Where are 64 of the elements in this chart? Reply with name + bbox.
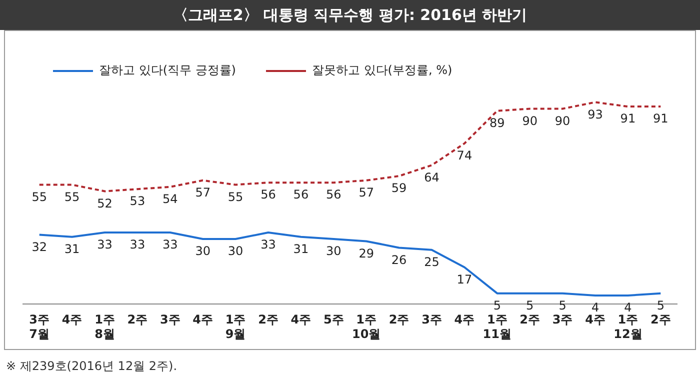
- data-label: 55: [64, 190, 80, 204]
- data-label: 31: [64, 242, 80, 256]
- data-label: 33: [162, 238, 178, 252]
- data-label: 30: [326, 244, 342, 258]
- data-label: 29: [358, 246, 374, 260]
- data-label: 90: [554, 114, 570, 128]
- data-label: 31: [293, 242, 309, 256]
- x-tick-label: 2주: [650, 312, 671, 327]
- data-label: 89: [490, 116, 505, 130]
- x-tick-label: 2주: [127, 312, 148, 327]
- x-tick-label: 2주: [258, 312, 278, 327]
- chart-title: 〈그래프2〉 대통령 직무수행 평가: 2016년 하반기: [0, 0, 700, 30]
- x-tick-label: 1주 12월: [614, 312, 642, 341]
- x-tick-label: 3주: [160, 312, 180, 327]
- data-label: 91: [620, 112, 636, 126]
- data-label: 57: [195, 186, 210, 200]
- data-label: 74: [456, 148, 472, 163]
- x-tick-label: 4주: [62, 312, 82, 327]
- x-tick-label: 4주: [192, 312, 214, 327]
- text: ※ 제239호(2016년 12월 2주).: [5, 358, 178, 375]
- data-label: 30: [195, 244, 210, 258]
- data-label: 5: [493, 298, 501, 312]
- data-label: 30: [228, 244, 244, 258]
- legend-label: 잘못하고 있다(부정률, %): [312, 63, 452, 78]
- data-label: 55: [228, 190, 244, 204]
- x-tick-label: 4주: [585, 312, 606, 327]
- data-label: 55: [32, 190, 47, 204]
- data-label: 26: [391, 252, 407, 267]
- data-label: 56: [260, 188, 276, 202]
- data-label: 91: [653, 112, 668, 126]
- data-label: 33: [130, 238, 146, 252]
- data-label: 5: [656, 298, 664, 312]
- data-label: 5: [558, 298, 566, 312]
- x-tick-label: 3주: [422, 312, 442, 327]
- data-label: 53: [130, 194, 146, 208]
- data-label: 56: [293, 188, 309, 202]
- data-label: 4: [624, 300, 632, 315]
- x-tick-label: 1주 8월: [94, 312, 115, 341]
- legend-label: 잘하고 있다(직무 긍정률): [99, 63, 236, 78]
- data-label: 93: [588, 107, 603, 122]
- x-tick-label: 1주 11월: [482, 312, 512, 341]
- data-label: 33: [260, 238, 276, 252]
- data-label: 4: [591, 300, 600, 315]
- data-label: 33: [97, 238, 112, 252]
- data-label: 57: [358, 186, 374, 200]
- x-tick-label: 4주: [290, 312, 312, 327]
- x-tick-label: 3주: [552, 312, 573, 327]
- data-label: 5: [526, 298, 534, 312]
- x-tick-label: 2주: [520, 312, 540, 327]
- data-label: 52: [97, 196, 112, 210]
- x-tick-label: 5주: [323, 312, 344, 327]
- x-tick-label: 3주 7월: [29, 312, 50, 341]
- data-label: 17: [456, 272, 472, 286]
- data-label: 25: [424, 255, 440, 270]
- data-label: 59: [391, 181, 407, 196]
- x-tick-label: 1주 10월: [352, 312, 381, 341]
- x-tick-label: 2주: [388, 312, 410, 327]
- x-tick-label: 4주: [454, 312, 475, 327]
- data-label: 32: [32, 240, 47, 254]
- x-tick-label: 1주 9월: [225, 312, 246, 341]
- data-label: 90: [522, 114, 538, 128]
- data-label: 64: [424, 170, 440, 184]
- data-label: 56: [326, 188, 342, 202]
- data-label: 54: [162, 192, 178, 206]
